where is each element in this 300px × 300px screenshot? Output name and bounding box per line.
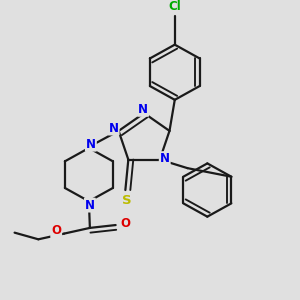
- Text: S: S: [122, 194, 131, 207]
- Text: N: N: [85, 199, 95, 212]
- Text: N: N: [138, 103, 148, 116]
- Text: Cl: Cl: [168, 0, 181, 13]
- Text: O: O: [51, 224, 61, 237]
- Text: N: N: [160, 152, 170, 165]
- Text: O: O: [121, 217, 130, 230]
- Text: N: N: [86, 138, 96, 151]
- Text: N: N: [109, 122, 119, 134]
